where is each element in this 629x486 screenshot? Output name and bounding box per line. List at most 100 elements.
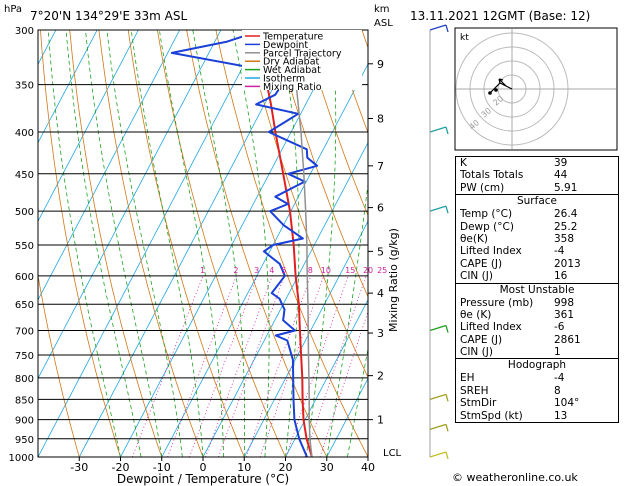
mixing-ratio-line [218, 275, 285, 457]
lcl-label: LCL [383, 448, 402, 459]
wind-barb-flag [445, 451, 449, 460]
height-tick-label: 7 [377, 160, 384, 173]
temperature-tick-label: -20 [112, 461, 130, 474]
surface-label: Lifted Index [460, 245, 522, 258]
wet-adiabat-line [347, 346, 368, 457]
mu-label: CIN (J) [460, 346, 493, 359]
wet-adiabat-line [65, 30, 142, 457]
pressure-tick-label: 850 [15, 395, 34, 406]
wind-barb-flag [445, 205, 449, 214]
dry-adiabat-line [157, 30, 286, 457]
pressure-tick-label: 350 [15, 81, 34, 92]
pressure-tick-label: 900 [15, 416, 34, 427]
isotherm-line [326, 377, 368, 457]
isotherm-line [38, 30, 181, 301]
wet-adiabat-line [232, 30, 270, 457]
hodo-row: StmDir 104° [456, 397, 618, 409]
isotherm-line [0, 30, 15, 457]
surface-value: 358 [554, 232, 575, 245]
hodograph-table-title: Hodograph [456, 358, 618, 372]
temperature-tick-label: 20 [279, 461, 293, 474]
surface-value: 26.4 [554, 208, 578, 221]
pressure-lines [38, 29, 368, 458]
wind-barb [429, 24, 447, 31]
hodograph-storm-arrow [498, 78, 507, 87]
pressure-tick-label: 650 [15, 300, 34, 311]
surface-label: θe(K) [460, 232, 488, 245]
surface-value: 16 [554, 270, 568, 283]
x-axis-label: Dewpoint / Temperature (°C) [117, 472, 289, 486]
wet-adiabat-line [47, 30, 121, 457]
index-label: K [460, 157, 467, 169]
temperature-tick-label: -10 [153, 461, 171, 474]
hodograph-point [488, 91, 492, 95]
pressure-tick-labels: 300 350 400 450 500 550 600 650 700 750 800 850 900 9… [9, 26, 34, 464]
mixing-ratio-line [285, 275, 349, 457]
mu-row: Pressure (mb) 998 [456, 297, 618, 309]
temperature-tick-label: 10 [237, 461, 251, 474]
mu-row: CIN (J) 1 [456, 346, 618, 358]
index-value: 44 [554, 169, 568, 182]
temperature-tick-label: -30 [70, 461, 88, 474]
surface-value: 2013 [554, 257, 581, 270]
surface-label: CAPE (J) [460, 257, 503, 270]
datetime-title: 13.11.2021 12GMT (Base: 12) [410, 9, 590, 23]
wind-barb [429, 451, 447, 458]
height-tick-label: 8 [377, 112, 384, 125]
height-tick-label: 5 [377, 245, 384, 258]
hodo-label: StmDir [460, 397, 497, 410]
mixing-ratio-value-label: 10 [321, 266, 331, 275]
legend-label: Mixing Ratio [263, 82, 322, 93]
pressure-tick-label: 800 [15, 374, 34, 385]
mixing-ratio-value-label: 2 [233, 266, 238, 275]
mixing-ratio-line [167, 275, 237, 457]
wet-adiabat-line [130, 30, 204, 457]
wind-barb-flag [445, 424, 449, 432]
mixing-ratio-value-label: 3 [254, 266, 259, 275]
most-unstable-title: Most Unstable [456, 282, 618, 297]
copyright: © weatheronline.co.uk [452, 471, 578, 484]
wind-barb [429, 423, 447, 430]
temperature-tick-labels: -30 -20 -10 0 10 20 30 40 [70, 457, 375, 474]
wet-adiabat-line [305, 30, 337, 457]
surface-label: Dewp (°C) [460, 220, 514, 233]
surface-label: Temp (°C) [460, 208, 513, 221]
wind-barb-flag [445, 325, 449, 333]
dry-adiabat-line [303, 30, 368, 217]
wet-adiabat-line [159, 30, 224, 457]
mixing-ratio-line [131, 275, 204, 457]
isotherm-line [120, 30, 346, 457]
wind-barb [429, 393, 447, 400]
mixing-ratio-labels: 1 2 3 4 5 8 10 15 20 25 [200, 266, 387, 275]
mu-row: Lifted Index -6 [456, 321, 618, 333]
mu-label: θe (K) [460, 308, 492, 321]
height-tick-label: 6 [377, 202, 384, 215]
dry-adiabat-line [186, 30, 328, 457]
temperature-tick-label: 0 [200, 461, 207, 474]
series-line-parcel-trajectory [288, 30, 313, 457]
wet-adiabat-line [367, 454, 368, 457]
mixing-ratio-value-label: 15 [345, 266, 355, 275]
surface-row: CAPE (J) 2013 [456, 258, 618, 270]
height-tick-label: 1 [377, 414, 384, 427]
height-tick-label: 3 [377, 327, 384, 340]
mixing-ratio-axis-label: Mixing Ratio (g/kg) [387, 228, 400, 332]
hodo-value: 8 [554, 384, 561, 397]
hodo-row: SREH 8 [456, 385, 618, 397]
wind-barb-flag [445, 126, 449, 135]
mixing-ratio-value-label: 8 [308, 266, 313, 275]
temperature-tick-label: 40 [361, 461, 375, 474]
mixing-ratio-value-label: 5 [281, 266, 286, 275]
mixing-ratio-value-label: 25 [377, 266, 387, 275]
temperature-tick-label: 30 [320, 461, 334, 474]
mu-value: 2861 [554, 333, 581, 346]
legend-label: Dry Adiabat [263, 57, 320, 68]
surface-row: CIN (J) 16 [456, 270, 618, 282]
dry-adiabat-line [69, 30, 163, 457]
mixing-ratio-value-label: 1 [200, 266, 205, 275]
surface-label: CIN (J) [460, 270, 493, 283]
surface-row: Temp (°C) 26.4 [456, 208, 618, 220]
wind-barb [429, 126, 447, 133]
